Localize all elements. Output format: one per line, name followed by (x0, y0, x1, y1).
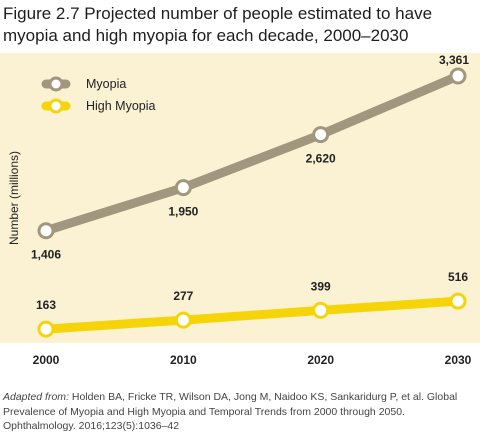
legend-marker-myopia (48, 76, 64, 92)
x-tick-label-2010: 2010 (170, 353, 197, 367)
high-myopia-point-2020 (312, 301, 330, 319)
legend-label-myopia: Myopia (86, 77, 126, 91)
myopia-data-label-2000: 1,406 (31, 248, 61, 262)
chart-title: Figure 2.7 Projected number of people es… (3, 4, 433, 45)
high-myopia-data-label-2000: 163 (36, 298, 56, 312)
source-footnote: Adapted from: Holden BA, Fricke TR, Wils… (3, 390, 477, 434)
high-myopia-data-label-2030: 516 (448, 270, 468, 284)
high-myopia-data-label-2010: 277 (173, 289, 193, 303)
high-myopia-point-2010 (174, 311, 192, 329)
myopia-point-2030 (449, 67, 467, 85)
x-tick-label-2030: 2030 (445, 353, 472, 367)
high-myopia-data-label-2020: 399 (311, 279, 331, 293)
myopia-point-2010 (174, 179, 192, 197)
legend-marker-high-myopia (48, 98, 64, 114)
myopia-point-2000 (37, 222, 55, 240)
myopia-data-label-2010: 1,950 (168, 205, 198, 219)
myopia-data-label-2030: 3,361 (439, 53, 469, 67)
footnote-lead: Adapted from: (3, 391, 69, 403)
high-myopia-series-line (41, 296, 463, 334)
myopia-data-label-2020: 2,620 (306, 152, 336, 166)
x-tick-label-2020: 2020 (307, 353, 334, 367)
legend-label-high-myopia: High Myopia (86, 99, 156, 113)
high-myopia-point-2000 (37, 320, 55, 338)
myopia-point-2020 (312, 126, 330, 144)
x-tick-label-2000: 2000 (33, 353, 60, 367)
high-myopia-point-2030 (449, 292, 467, 310)
myopia-series-line (41, 71, 463, 236)
footnote-text: Holden BA, Fricke TR, Wilson DA, Jong M,… (3, 391, 458, 432)
